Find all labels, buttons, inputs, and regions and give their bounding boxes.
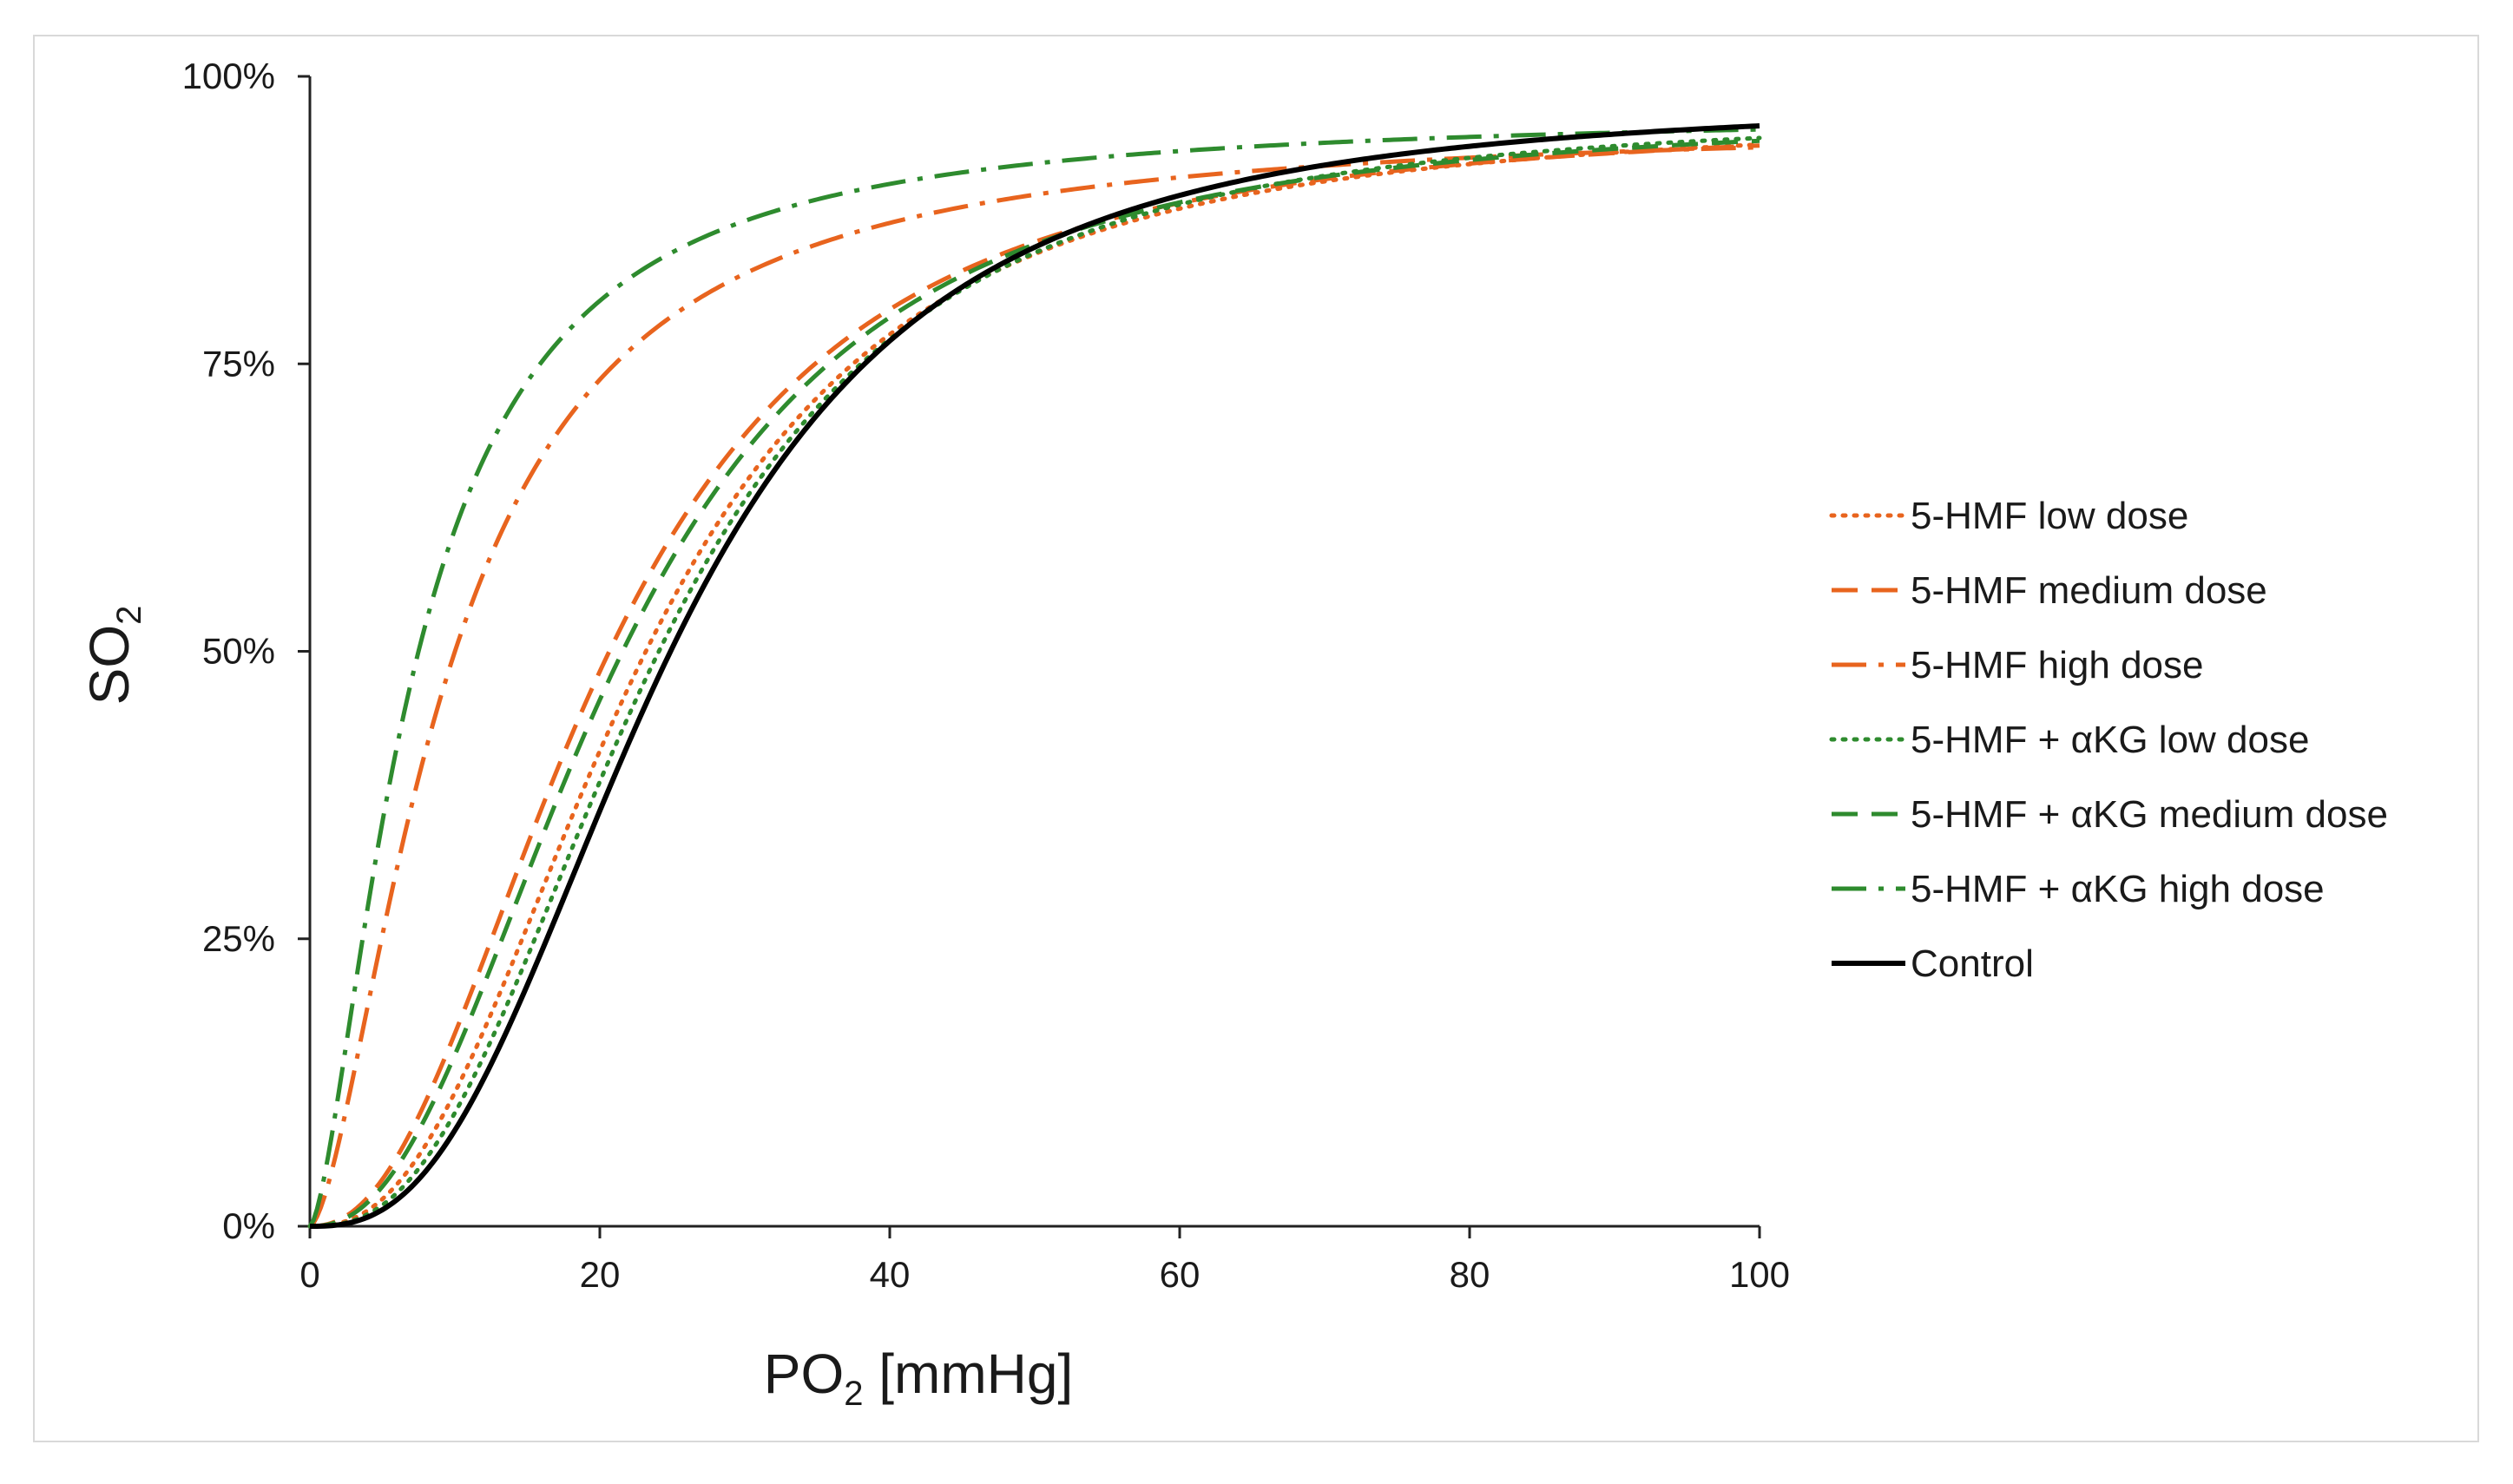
series-line-6 <box>307 127 1760 1228</box>
series-line-7 <box>309 123 1760 1229</box>
x-tick-label: 20 <box>580 1254 621 1295</box>
series-layer <box>307 123 1762 1229</box>
y-tick-label: 75% <box>202 343 275 384</box>
x-tick-label: 40 <box>870 1254 911 1295</box>
y-tick-label: 0% <box>222 1205 275 1246</box>
y-tick-label: 50% <box>202 631 275 672</box>
series-line-5 <box>309 138 1760 1229</box>
series-line-4 <box>307 135 1762 1229</box>
x-axis-title-rest: [mmHg] <box>863 1343 1073 1405</box>
legend-label-7: Control <box>1911 942 2034 985</box>
series-line-3 <box>308 145 1760 1228</box>
x-tick-label: 80 <box>1450 1254 1490 1295</box>
series-line-2 <box>309 143 1760 1229</box>
x-axis-title-sub: 2 <box>844 1375 863 1413</box>
chart-frame <box>33 35 2479 1442</box>
x-axis-title-main: PO <box>764 1343 844 1405</box>
y-tick-label: 25% <box>202 918 275 959</box>
y-axis-title-sub: 2 <box>110 606 148 625</box>
legend-label-4: 5-HMF + αKG low dose <box>1911 719 2309 761</box>
x-tick-label: 100 <box>1729 1254 1790 1295</box>
x-tick-label: 0 <box>299 1254 319 1295</box>
series-line-1 <box>307 142 1762 1229</box>
y-tick-label: 100% <box>182 56 275 96</box>
legend-label-6: 5-HMF + αKG high dose <box>1911 868 2325 910</box>
x-tick-label: 60 <box>1160 1254 1201 1295</box>
legend-label-3: 5-HMF high dose <box>1911 644 2203 686</box>
legend-label-1: 5-HMF low dose <box>1911 495 2188 537</box>
legend-label-2: 5-HMF medium dose <box>1911 569 2267 612</box>
legend: 5-HMF low dose 5-HMF medium dose 5-HMF hig… <box>1829 495 2388 985</box>
legend-label-5: 5-HMF + αKG medium dose <box>1911 793 2388 836</box>
y-axis-title: SO2 <box>78 606 148 706</box>
axes: 0% 25% 50% 75% 100% 0 20 40 60 80 100 <box>182 56 1790 1295</box>
x-axis-title: PO2 [mmHg] <box>764 1343 1074 1413</box>
y-axis-title-main: SO <box>78 625 141 705</box>
